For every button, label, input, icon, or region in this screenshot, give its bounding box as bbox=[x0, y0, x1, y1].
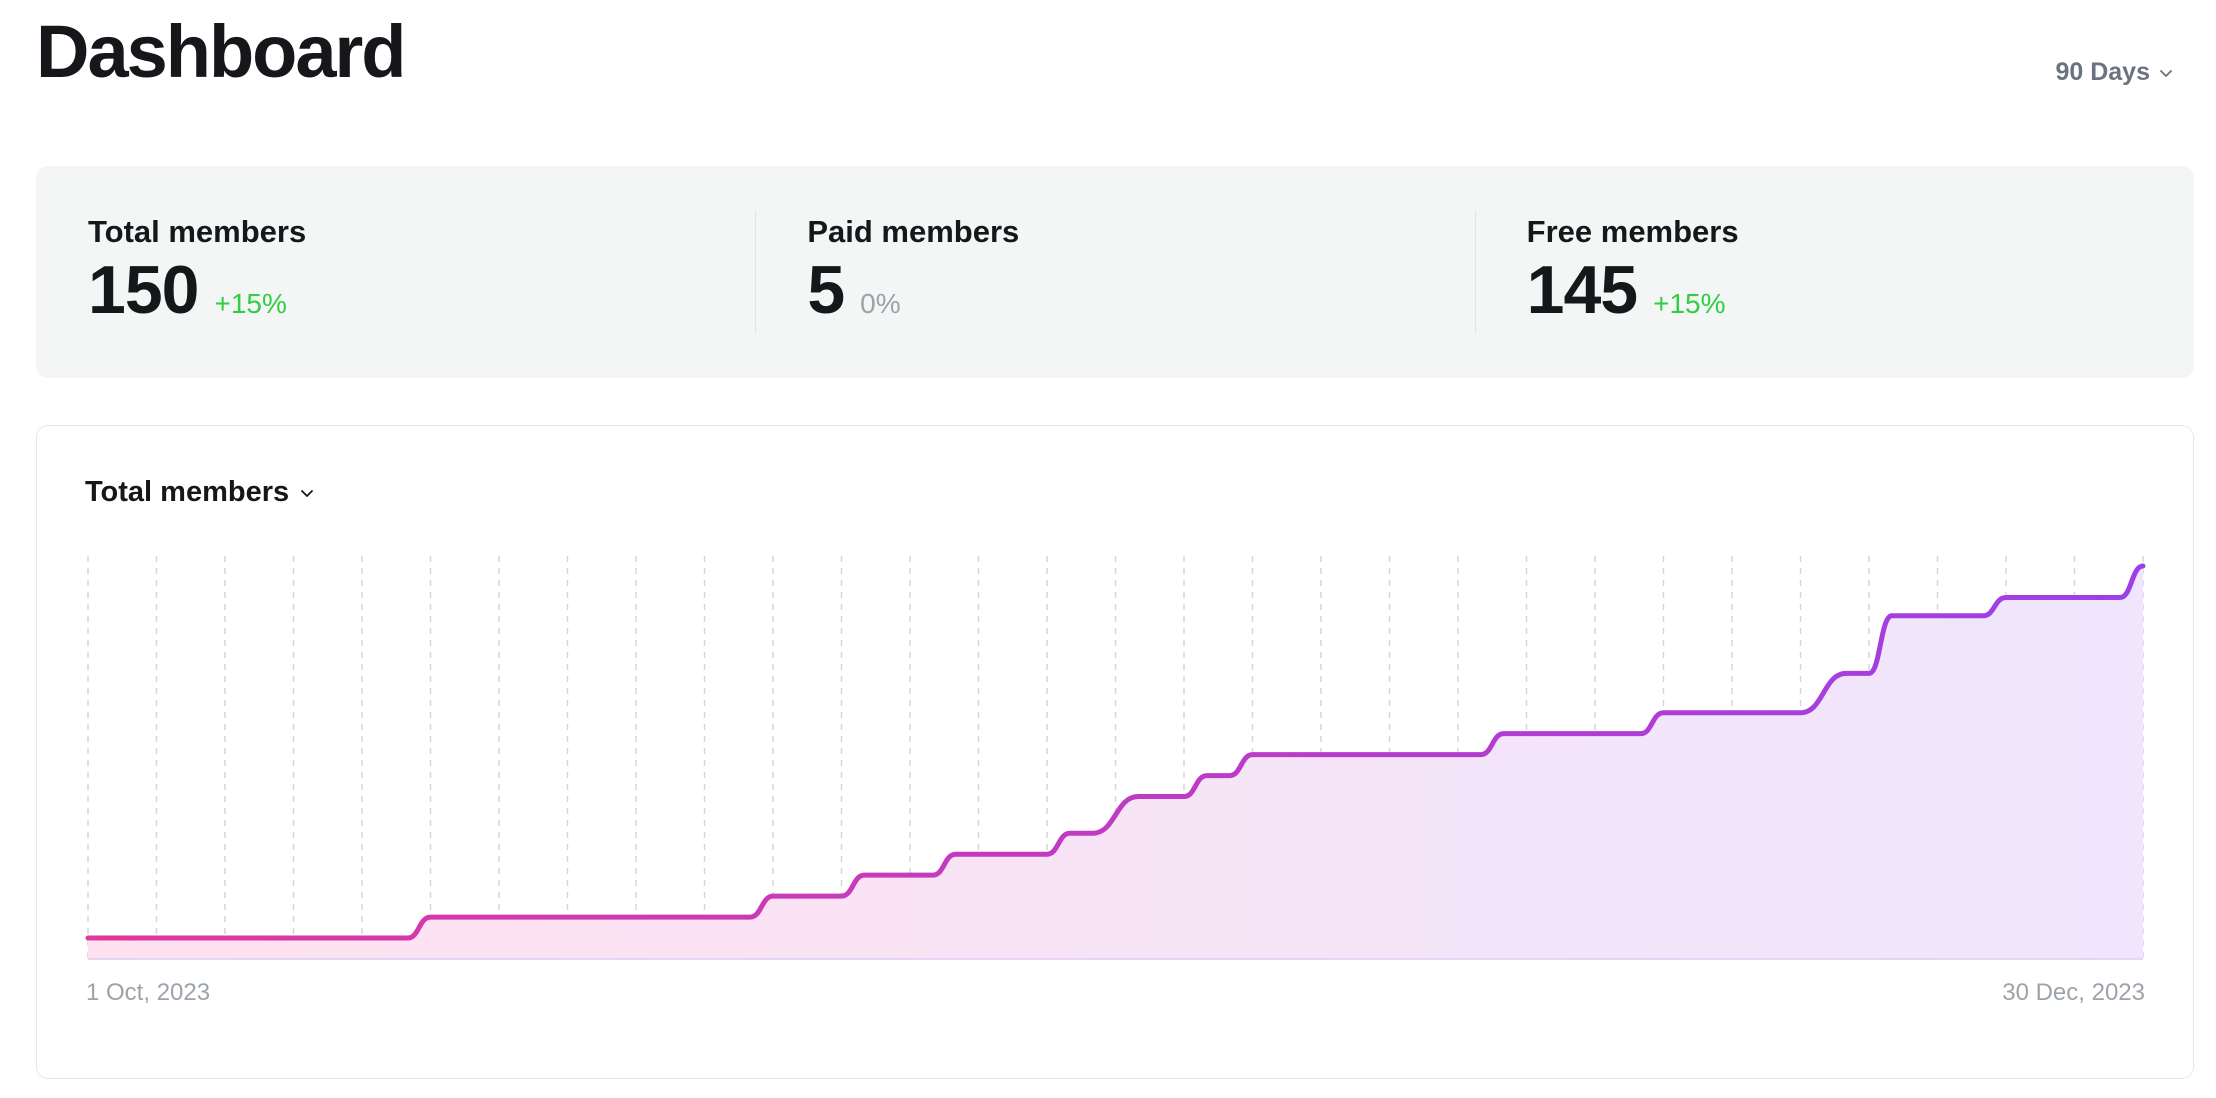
chart-data-point bbox=[953, 851, 959, 857]
chart-data-point bbox=[1866, 670, 1872, 676]
chart-data-point bbox=[1181, 794, 1187, 800]
date-range-label: 90 Days bbox=[2055, 58, 2150, 86]
page-title: Dashboard bbox=[36, 10, 407, 93]
chart-metric-label: Total members bbox=[85, 476, 290, 508]
x-axis-start-label: 1 Oct, 2023 bbox=[86, 979, 211, 1006]
kpi-delta: +15% bbox=[1653, 288, 1726, 319]
chart-data-point bbox=[770, 893, 776, 899]
kpi-delta: +15% bbox=[214, 288, 287, 319]
kpi-value: 5 bbox=[807, 252, 845, 328]
kpi-label: Paid members bbox=[807, 214, 1020, 249]
chart-data-point bbox=[861, 872, 867, 878]
kpi-label: Total members bbox=[88, 214, 307, 249]
chart-area-fill bbox=[88, 566, 2143, 959]
chart-metric-dropdown[interactable]: Total members bbox=[85, 476, 315, 509]
x-axis-end-label: 30 Dec, 2023 bbox=[2002, 979, 2145, 1006]
chart-data-point bbox=[1478, 752, 1484, 758]
kpi-delta: 0% bbox=[860, 288, 901, 319]
chart-data-point bbox=[839, 893, 845, 899]
chart-data-point bbox=[1250, 752, 1256, 758]
chart-data-point bbox=[2003, 594, 2009, 600]
chart-data-point bbox=[1044, 851, 1050, 857]
chart-data-point bbox=[1227, 773, 1233, 779]
chart-data-point bbox=[2117, 594, 2123, 600]
kpi-free-members[interactable]: Free members 145 +15% bbox=[1474, 166, 2194, 378]
chart-data-point bbox=[1889, 613, 1895, 619]
chart-data-point bbox=[428, 914, 434, 920]
chevron-down-icon bbox=[2160, 69, 2172, 77]
chart-data-point bbox=[1980, 613, 1986, 619]
chart-data-point bbox=[1090, 830, 1096, 836]
chart-data-point bbox=[1067, 830, 1073, 836]
chart-data-point bbox=[1638, 731, 1644, 737]
date-range-dropdown[interactable]: 90 Days bbox=[2055, 58, 2174, 87]
kpi-value: 145 bbox=[1526, 252, 1638, 328]
kpi-value: 150 bbox=[88, 252, 199, 328]
chart-data-point bbox=[2140, 563, 2146, 569]
chevron-down-icon bbox=[301, 489, 314, 497]
chart-series-line bbox=[85, 563, 2146, 941]
chart-data-point bbox=[1135, 794, 1141, 800]
members-area-chart[interactable] bbox=[37, 426, 2195, 1080]
chart-data-point bbox=[1501, 731, 1507, 737]
chart-data-point bbox=[85, 935, 91, 941]
chart-data-point bbox=[1661, 710, 1667, 716]
members-chart-card: Total members 1 Oct, 2023 30 Dec, 2023 bbox=[36, 425, 2194, 1079]
chart-data-point bbox=[405, 935, 411, 941]
kpi-total-members[interactable]: Total members 150 +15% bbox=[36, 166, 755, 378]
kpi-panel: Total members 150 +15% Paid members 5 0%… bbox=[36, 166, 2194, 378]
kpi-paid-members[interactable]: Paid members 5 0% bbox=[755, 166, 1474, 378]
chart-data-point bbox=[930, 872, 936, 878]
chart-data-point bbox=[747, 914, 753, 920]
chart-data-point bbox=[1798, 710, 1804, 716]
chart-data-point bbox=[1204, 773, 1210, 779]
chart-data-point bbox=[1843, 670, 1849, 676]
kpi-label: Free members bbox=[1526, 214, 1739, 249]
